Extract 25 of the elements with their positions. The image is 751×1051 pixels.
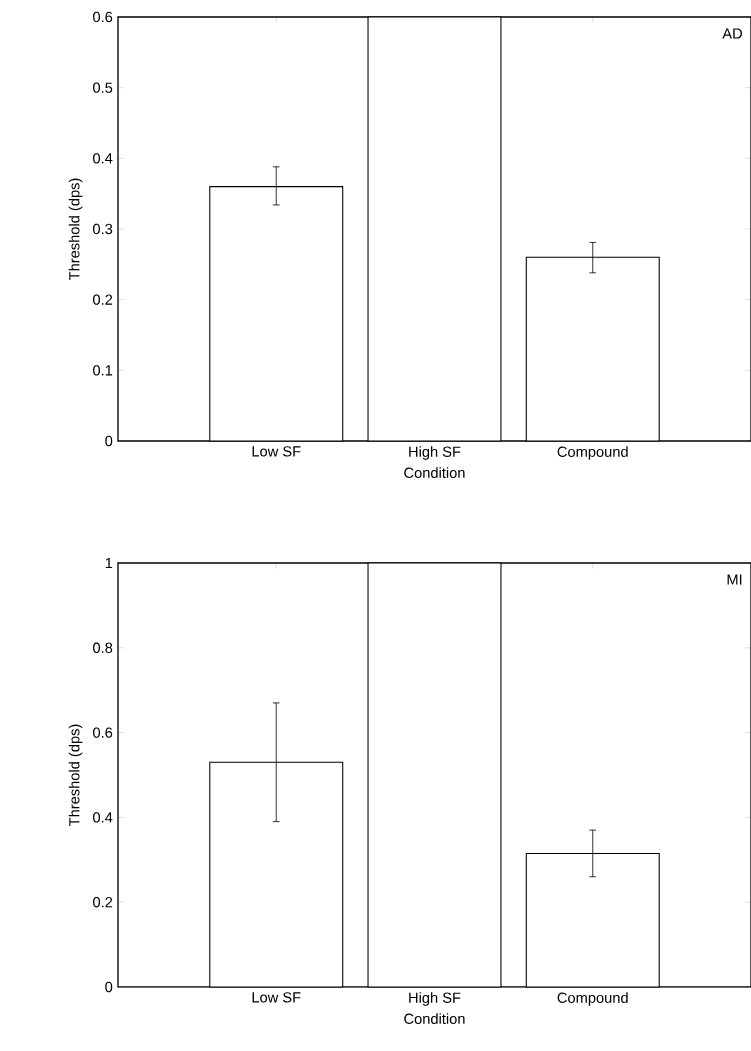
x-tick-label: Low SF: [252, 992, 301, 1003]
y-tick-label: 0.4: [93, 812, 113, 823]
y-axis-title: Threshold (dps): [68, 724, 83, 827]
y-tick-label: 0.2: [93, 897, 113, 908]
y-axis-title: Threshold (dps): [68, 178, 83, 281]
y-tick-label: 0.6: [93, 727, 113, 738]
y-tick-label: 0: [105, 981, 113, 993]
y-tick-label: 0.4: [93, 153, 113, 164]
x-tick-label: High SF: [409, 446, 461, 460]
y-tick-label: 0: [105, 435, 113, 447]
x-tick-label: Compound: [557, 446, 628, 460]
x-tick-label: Compound: [557, 992, 628, 1006]
x-tick-label: Low SF: [252, 446, 301, 457]
x-axis-title: Condition: [404, 1013, 465, 1024]
y-tick-label: 0.3: [93, 223, 113, 235]
y-tick-label: 0.8: [93, 642, 113, 653]
y-tick-label: 1: [105, 557, 113, 569]
annotation: MI: [727, 574, 742, 585]
annotation: AD: [722, 28, 742, 39]
y-tick-label: 0.6: [93, 11, 113, 23]
x-tick-label: High SF: [409, 992, 461, 1006]
y-tick-label: 0.2: [93, 294, 113, 305]
y-tick-label: 0.1: [93, 365, 113, 376]
y-tick-label: 0.5: [93, 82, 113, 93]
x-axis-title: Condition: [404, 467, 465, 478]
